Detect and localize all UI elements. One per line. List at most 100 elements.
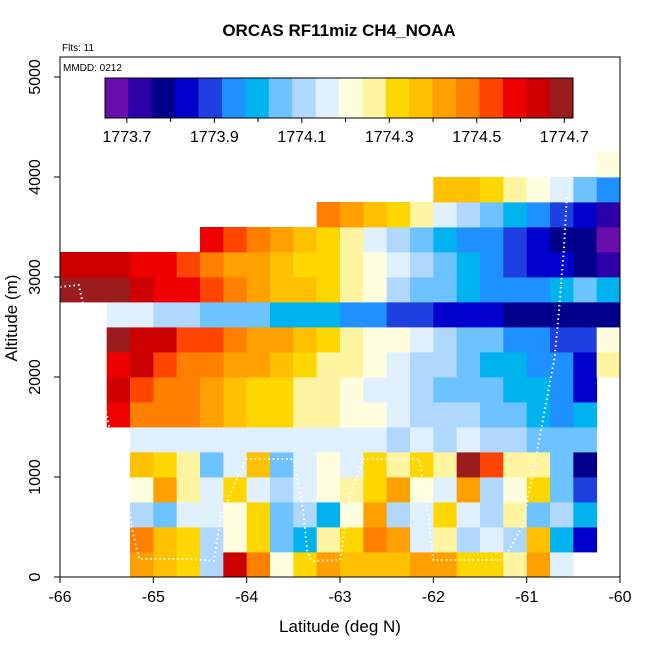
heatmap-cell (433, 302, 458, 328)
chart-title: ORCAS RF11miz CH4_NOAA (222, 21, 455, 40)
heatmap-cell (270, 527, 294, 553)
heatmap-cell (480, 377, 504, 403)
colorbar-segment (128, 78, 153, 118)
heatmap-cell (550, 402, 574, 428)
heatmap-cell (550, 352, 574, 378)
heatmap-cell (456, 202, 481, 228)
heatmap-cell (410, 327, 434, 353)
heatmap-cell (246, 227, 271, 253)
heatmap-cell (293, 352, 318, 378)
heatmap-cell (433, 527, 458, 553)
heatmap-cell (200, 552, 224, 578)
heatmap-cell (340, 352, 364, 378)
heatmap-cell (456, 327, 481, 353)
heatmap-cell (456, 177, 481, 203)
heatmap-cell (340, 302, 364, 328)
heatmap-cell (340, 327, 364, 353)
heatmap-cell (596, 252, 621, 278)
heatmap-cell (386, 227, 411, 253)
heatmap-cell (60, 277, 84, 303)
heatmap-cell (433, 552, 458, 578)
heatmap-cell (270, 452, 294, 478)
heatmap-cell (550, 477, 574, 503)
heatmap-cell (503, 477, 528, 503)
heatmap-cell (573, 527, 598, 553)
heatmap-cell (130, 502, 154, 528)
heatmap-cell (410, 277, 434, 303)
heatmap-cell (153, 502, 178, 528)
heatmap-cell (456, 302, 481, 328)
heatmap-cell (573, 402, 598, 428)
colorbar-segment (292, 78, 316, 118)
heatmap-cell (340, 252, 364, 278)
heatmap-cell (433, 252, 458, 278)
colorbar (104, 77, 574, 119)
heatmap-cell (410, 552, 434, 578)
heatmap-cell (130, 402, 154, 428)
heatmap-cell (503, 352, 528, 378)
heatmap-cell (433, 477, 458, 503)
heatmap-cell (410, 502, 434, 528)
heatmap-cell (200, 502, 224, 528)
heatmap-cell (386, 402, 411, 428)
colorbar-segment (385, 78, 410, 118)
heatmap-cell (293, 227, 318, 253)
heatmap-cell (200, 252, 224, 278)
heatmap-cell (340, 377, 364, 403)
heatmap-cell (200, 277, 224, 303)
heatmap-cell (526, 252, 551, 278)
heatmap-cell (386, 427, 411, 453)
heatmap-cell (456, 377, 481, 403)
heatmap-cell (550, 377, 574, 403)
heatmap-cell (503, 302, 528, 328)
heatmap-cell (526, 327, 551, 353)
heatmap-cell (596, 152, 621, 178)
heatmap-cell (153, 452, 178, 478)
heatmap-cell (246, 327, 271, 353)
x-tick-label: -63 (328, 589, 351, 606)
heatmap-cell (223, 527, 248, 553)
x-tick-label: -60 (608, 589, 631, 606)
heatmap-cell (363, 377, 388, 403)
heatmap-cell (246, 502, 271, 528)
heatmap-cell (526, 227, 551, 253)
heatmap-cell (316, 227, 341, 253)
heatmap-cell (83, 277, 108, 303)
heatmap-cell (293, 552, 318, 578)
heatmap-cell (270, 477, 294, 503)
heatmap-cell (573, 352, 598, 378)
heatmap-cell (433, 427, 458, 453)
heatmap-cell (176, 327, 201, 353)
heatmap-cell (550, 527, 574, 553)
heatmap-cell (456, 427, 481, 453)
heatmap-cell (246, 277, 271, 303)
heatmap-cell (410, 252, 434, 278)
heatmap-cell (480, 477, 504, 503)
heatmap-cell (200, 452, 224, 478)
heatmap-cell (246, 552, 271, 578)
heatmap-cell (270, 252, 294, 278)
heatmap-cell (503, 202, 528, 228)
y-tick-label: 5000 (27, 59, 44, 95)
heatmap-cell (410, 402, 434, 428)
heatmap-cell (550, 302, 574, 328)
colorbar-tick-label: 1774.1 (277, 129, 326, 146)
heatmap-cell (270, 427, 294, 453)
heatmap-cell (200, 427, 224, 453)
heatmap-cell (526, 277, 551, 303)
heatmap-cell (270, 277, 294, 303)
heatmap-cell (596, 352, 621, 378)
heatmap-cell (386, 352, 411, 378)
heatmap-cell (153, 402, 178, 428)
heatmap-cell (223, 402, 248, 428)
y-tick-label: 2000 (27, 359, 44, 395)
heatmap-cell (480, 202, 504, 228)
heatmap-cell (480, 402, 504, 428)
heatmap-cell (316, 427, 341, 453)
heatmap-cell (130, 352, 154, 378)
heatmap-cell (410, 477, 434, 503)
heatmap-cell (550, 177, 574, 203)
heatmap-cell (246, 527, 271, 553)
heatmap-cell (316, 477, 341, 503)
heatmap-cell (176, 502, 201, 528)
